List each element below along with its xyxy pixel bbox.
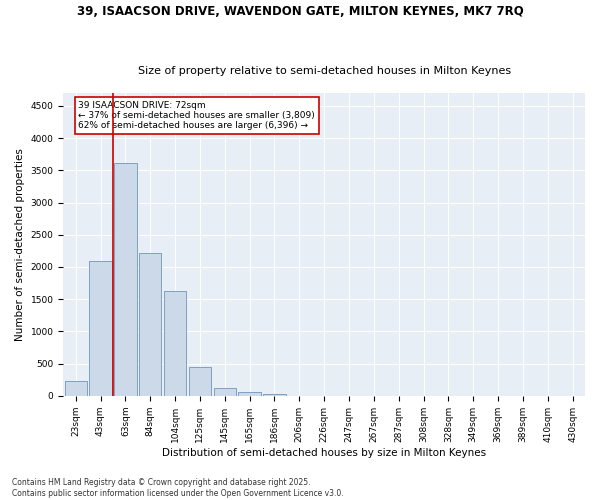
Bar — [238, 392, 261, 396]
Bar — [139, 253, 161, 396]
Y-axis label: Number of semi-detached properties: Number of semi-detached properties — [15, 148, 25, 341]
Bar — [263, 394, 286, 396]
Text: 39, ISAACSON DRIVE, WAVENDON GATE, MILTON KEYNES, MK7 7RQ: 39, ISAACSON DRIVE, WAVENDON GATE, MILTO… — [77, 5, 523, 18]
Text: 39 ISAACSON DRIVE: 72sqm
← 37% of semi-detached houses are smaller (3,809)
62% o: 39 ISAACSON DRIVE: 72sqm ← 37% of semi-d… — [78, 100, 315, 130]
Bar — [189, 367, 211, 396]
Bar — [65, 381, 87, 396]
X-axis label: Distribution of semi-detached houses by size in Milton Keynes: Distribution of semi-detached houses by … — [162, 448, 486, 458]
Bar — [214, 388, 236, 396]
Bar — [114, 162, 137, 396]
Text: Contains HM Land Registry data © Crown copyright and database right 2025.
Contai: Contains HM Land Registry data © Crown c… — [12, 478, 344, 498]
Title: Size of property relative to semi-detached houses in Milton Keynes: Size of property relative to semi-detach… — [137, 66, 511, 76]
Bar — [164, 292, 186, 396]
Bar — [89, 260, 112, 396]
